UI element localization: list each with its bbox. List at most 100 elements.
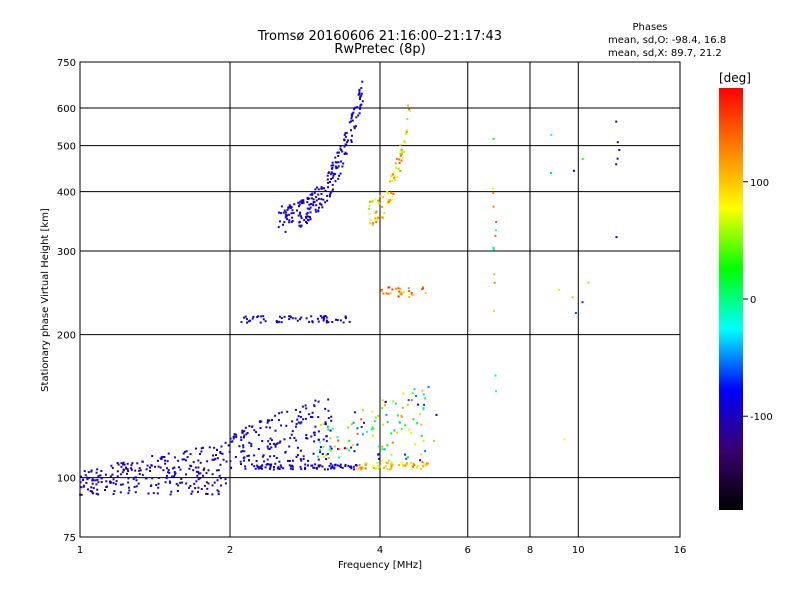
data-point: [386, 468, 389, 470]
data-point: [284, 451, 287, 454]
data-point: [400, 149, 403, 152]
data-point: [363, 421, 365, 424]
data-point: [255, 431, 258, 434]
data-point: [91, 478, 94, 481]
data-point: [371, 426, 374, 429]
data-point: [308, 197, 311, 200]
data-point: [240, 439, 243, 441]
data-point: [275, 443, 278, 445]
data-point: [290, 206, 293, 209]
data-point: [191, 490, 194, 493]
data-point: [348, 439, 351, 442]
data-point: [243, 450, 246, 453]
data-point: [404, 141, 407, 144]
data-point: [284, 230, 287, 233]
data-point: [311, 193, 314, 196]
data-point: [213, 458, 216, 461]
data-point: [270, 439, 273, 442]
data-point: [87, 471, 90, 474]
data-point: [359, 96, 362, 98]
data-point: [408, 296, 411, 298]
data-point: [261, 455, 264, 458]
data-point: [126, 472, 128, 475]
data-point: [149, 470, 152, 472]
data-point: [350, 139, 353, 142]
data-point: [308, 203, 311, 206]
data-point: [233, 435, 236, 438]
data-point: [109, 481, 112, 484]
data-point: [413, 388, 416, 391]
data-point: [387, 198, 390, 201]
data-point: [353, 127, 356, 130]
data-point: [274, 429, 277, 432]
data-point: [334, 165, 337, 168]
data-point: [407, 399, 410, 402]
data-point: [422, 462, 425, 465]
data-point: [322, 438, 325, 441]
data-point: [295, 455, 298, 458]
data-point: [216, 479, 219, 482]
data-point: [370, 428, 373, 431]
data-point: [324, 421, 327, 424]
data-point: [280, 212, 282, 215]
data-point: [410, 292, 413, 294]
data-point: [321, 206, 324, 209]
data-point: [268, 419, 271, 422]
data-point: [304, 468, 306, 470]
data-point: [325, 316, 328, 319]
colorbar-label: [deg]: [719, 71, 751, 85]
data-point: [214, 457, 217, 460]
data-point: [216, 469, 219, 472]
data-point: [377, 201, 380, 204]
data-point: [317, 458, 320, 461]
data-point: [130, 468, 133, 471]
data-point: [263, 460, 266, 463]
data-point: [322, 422, 325, 425]
data-point: [351, 112, 354, 115]
data-point: [350, 446, 353, 449]
data-point: [494, 374, 497, 377]
data-point: [299, 422, 302, 425]
data-point: [381, 407, 384, 410]
data-point: [350, 423, 353, 426]
data-point: [422, 393, 425, 396]
data-point: [298, 220, 301, 223]
data-point: [411, 465, 414, 468]
data-point: [310, 315, 313, 318]
data-point: [364, 467, 367, 470]
chart-subtitle: RwPretec (8p): [334, 42, 425, 57]
data-point: [260, 466, 263, 469]
data-point: [193, 482, 196, 485]
data-point: [116, 470, 119, 473]
data-point: [80, 475, 83, 478]
data-point: [203, 467, 206, 470]
data-point: [286, 218, 289, 221]
data-point: [330, 178, 333, 180]
data-point: [389, 292, 392, 295]
data-point: [492, 205, 495, 208]
data-point: [558, 288, 561, 291]
data-point: [405, 457, 408, 460]
data-point: [322, 455, 325, 458]
data-point: [305, 317, 308, 320]
data-point: [280, 317, 283, 320]
data-point: [384, 465, 387, 468]
data-point: [306, 207, 309, 210]
data-point: [312, 431, 315, 434]
data-point: [117, 463, 120, 466]
data-point: [306, 218, 309, 221]
data-point: [120, 465, 123, 468]
data-point: [272, 442, 275, 445]
data-point: [289, 316, 292, 319]
y-axis-ticks: 75 100 200 300 400 500 600 750: [57, 58, 76, 544]
data-point: [306, 211, 309, 214]
data-point: [396, 431, 398, 434]
data-point: [224, 441, 227, 444]
data-point: [271, 419, 273, 421]
data-point: [262, 318, 265, 321]
data-point: [280, 321, 283, 324]
data-point: [132, 478, 135, 481]
data-point: [274, 445, 277, 448]
data-point: [165, 477, 168, 480]
data-point: [406, 118, 409, 120]
